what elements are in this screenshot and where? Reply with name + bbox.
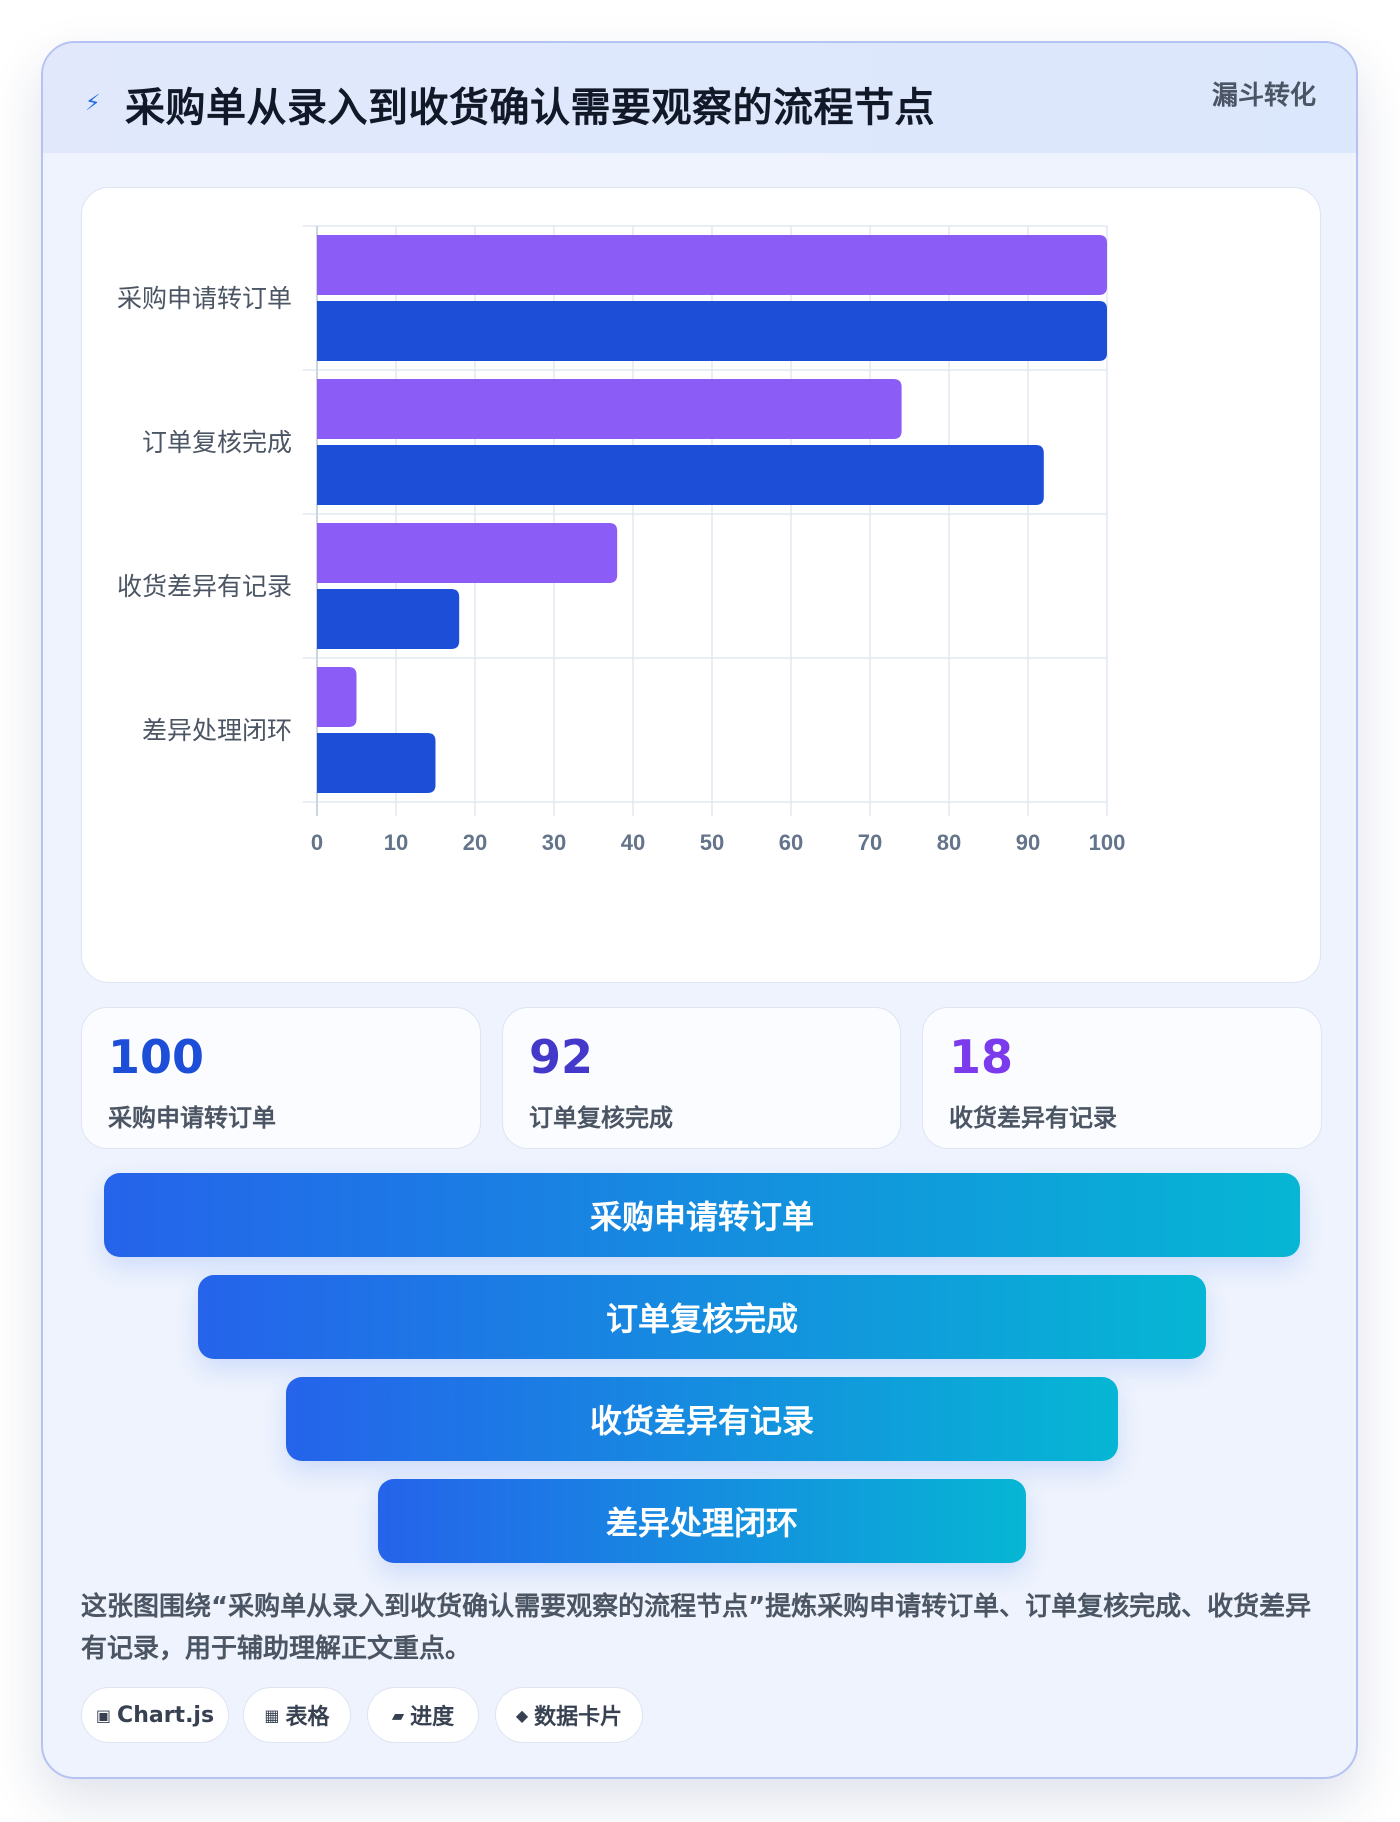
chip-label: 进度 — [410, 1705, 455, 1730]
bar-series-2 — [317, 733, 436, 793]
x-tick-label: 50 — [700, 830, 724, 855]
chip-progress[interactable]: ▰ 进度 — [367, 1687, 479, 1743]
stat-value: 92 — [529, 1030, 594, 1084]
chip-chartjs[interactable]: ▣ Chart.js — [81, 1687, 229, 1743]
x-tick-label: 60 — [779, 830, 803, 855]
stat-label: 收货差异有记录 — [949, 1104, 1117, 1132]
funnel-step-1: 采购申请转订单 — [104, 1173, 1300, 1257]
chart-type-tag: 漏斗转化 — [1211, 81, 1316, 111]
main-card: ⚡ 采购单从录入到收货确认需要观察的流程节点 漏斗转化 0 10 20 30 40 50 6… — [41, 41, 1358, 1779]
chip-table[interactable]: ▦ 表格 — [243, 1687, 351, 1743]
chip-label: 表格 — [285, 1705, 330, 1730]
bar-series-2 — [317, 301, 1107, 361]
funnel-step-4: 差异处理闭环 — [378, 1479, 1026, 1563]
chip-label: Chart.js — [117, 1702, 215, 1728]
funnel-step-3: 收货差异有记录 — [286, 1377, 1118, 1461]
stat-value: 18 — [949, 1030, 1014, 1084]
x-tick-label: 100 — [1089, 830, 1126, 855]
bar-series-2 — [317, 589, 460, 649]
bar-series-1 — [317, 667, 357, 727]
card-header: ⚡ 采购单从录入到收货确认需要观察的流程节点 漏斗转化 — [43, 43, 1356, 153]
table-icon: ▦ — [264, 1705, 280, 1725]
y-tick-label: 差异处理闭环 — [142, 716, 292, 745]
page-title: 采购单从录入到收货确认需要观察的流程节点 — [125, 85, 935, 131]
bar-series-1 — [317, 235, 1107, 295]
x-tick-label: 80 — [937, 830, 961, 855]
stat-card-1: 100 采购申请转订单 — [81, 1007, 481, 1149]
chip-data-card[interactable]: ◆ 数据卡片 — [495, 1687, 643, 1743]
chart-description: 这张图围绕“采购单从录入到收货确认需要观察的流程节点”提炼采购申请转订单、订单复… — [81, 1592, 1312, 1664]
stat-label: 采购申请转订单 — [108, 1104, 276, 1132]
stat-value: 100 — [108, 1030, 205, 1084]
bar-series-1 — [317, 379, 902, 439]
x-tick-label: 70 — [858, 830, 882, 855]
lightning-icon: ⚡ — [85, 91, 101, 116]
x-tick-label: 10 — [384, 830, 408, 855]
bar-series-1 — [317, 523, 618, 583]
x-tick-label: 30 — [542, 830, 566, 855]
progress-icon: ▰ — [391, 1705, 405, 1725]
stat-card-3: 18 收货差异有记录 — [922, 1007, 1322, 1149]
y-tick-label: 采购申请转订单 — [117, 284, 292, 313]
diamond-icon: ◆ — [515, 1705, 529, 1725]
stat-card-2: 92 订单复核完成 — [502, 1007, 901, 1149]
chart-icon: ▣ — [95, 1705, 112, 1725]
stat-label: 订单复核完成 — [529, 1104, 673, 1132]
x-tick-label: 0 — [311, 830, 323, 855]
bar-series-2 — [317, 445, 1044, 505]
bar-chart: 0 10 20 30 40 50 60 70 80 90 100 采购申请转订单订单复核完成收货差异有… — [117, 225, 1126, 855]
chip-label: 数据卡片 — [534, 1705, 623, 1730]
y-tick-label: 订单复核完成 — [142, 428, 292, 457]
x-tick-label: 40 — [621, 830, 645, 855]
x-tick-label: 90 — [1016, 830, 1040, 855]
y-tick-label: 收货差异有记录 — [117, 572, 292, 601]
chart-panel: 0 10 20 30 40 50 60 70 80 90 100 采购申请转订单订单复核完成收货差异有… — [81, 187, 1321, 983]
x-tick-label: 20 — [463, 830, 487, 855]
funnel-step-2: 订单复核完成 — [198, 1275, 1206, 1359]
